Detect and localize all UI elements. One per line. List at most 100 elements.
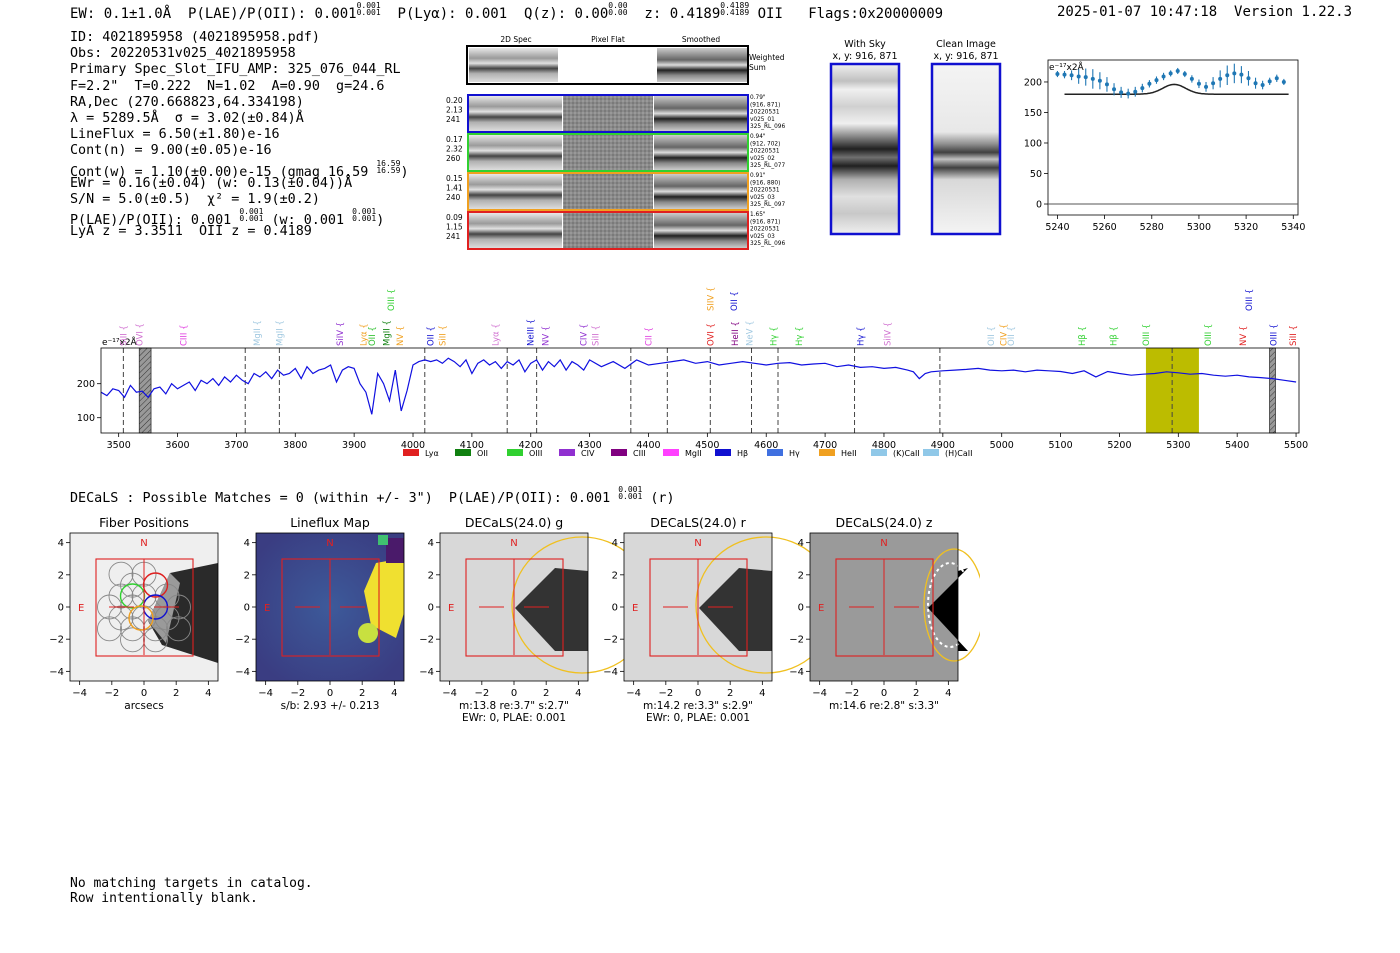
legend-label: CIV (581, 449, 595, 458)
panel-ytick-label: 2 (798, 570, 804, 581)
cutout-left-stat: 0.17 (446, 135, 463, 144)
compass-east: E (264, 603, 270, 614)
panel-ytick-label: 2 (428, 570, 434, 581)
panel-title: DECaLS(24.0) r (650, 515, 746, 530)
cutout-right-info: v025_02 (750, 156, 775, 162)
lineflux-knot (358, 623, 378, 643)
panel-ytick-label: −2 (419, 635, 434, 646)
zoom-data-point (1154, 78, 1159, 83)
panel-ytick-label: 4 (612, 538, 618, 549)
spectrum-xtick-label: 5300 (1166, 440, 1190, 451)
panel-5: N E DECaLS(24.0) z −4 −4 −2 −2 0 0 2 2 4 4 m:14.6 re:… (789, 515, 980, 712)
cutout-left-stat: 1.15 (446, 223, 463, 232)
emission-line-label: OII { (987, 326, 997, 346)
z-line: OII (757, 6, 783, 22)
spectrum-xtick-label: 4000 (401, 440, 425, 451)
panel-ytick-label: 2 (58, 570, 64, 581)
cutout-left-stat: 241 (446, 232, 461, 241)
emission-line-label: NeV { (746, 320, 756, 346)
emission-line-label: Hγ { (769, 326, 779, 346)
spectrum-xtick-label: 3500 (107, 440, 131, 451)
zoom-data-point (1104, 82, 1109, 87)
clean-title: Clean Image (936, 39, 996, 50)
emission-line-label: SiII { (438, 325, 448, 346)
zoom-plot-frame (1047, 59, 1299, 216)
cutout-right-info: 325_RL_077 (750, 163, 785, 169)
zoom-ytick-label: 150 (1024, 108, 1042, 119)
zoom-xtick-label: 5240 (1045, 222, 1069, 233)
spectrum-ylabel: e⁻¹⁷x2Å (102, 336, 138, 348)
decals-source (699, 568, 772, 651)
emission-line-label: OIII { (1270, 324, 1280, 346)
zoom-ytick-label: 100 (1024, 138, 1042, 149)
panel-xtick-label: 0 (511, 688, 517, 699)
panel-title: DECaLS(24.0) z (836, 515, 933, 530)
cutout-2dspec (469, 135, 562, 170)
emission-line-label: SiIV { (884, 322, 894, 346)
emission-line-label: SiII { (592, 325, 602, 346)
panel-xtick-label: −4 (812, 688, 827, 699)
info-obs: Obs: 20220531v025_4021895958 (70, 46, 296, 62)
cutout-right-info: (916, 871) (750, 219, 780, 225)
emission-line-label: OII { (1007, 326, 1017, 346)
weighted-sum-row: Weighted Sum (466, 45, 785, 85)
spectrum-xtick-label: 3700 (224, 440, 248, 451)
compass-north: N (880, 538, 887, 549)
zoom-data-point (1218, 76, 1223, 81)
cutout-row-frame (467, 172, 749, 211)
cutout-smoothed (654, 135, 747, 170)
panel-title: Fiber Positions (99, 515, 189, 530)
lineflux-edge (378, 535, 388, 545)
emission-line-label: OIII { (387, 289, 397, 311)
qz-hi: 0.00 (608, 1, 628, 10)
full-spectrum-chart: e⁻¹⁷x2Å 3500 3600 3700 3800 3900 4000 4100 4200… (77, 287, 1308, 458)
emission-line-label: CII { (644, 327, 654, 346)
panel-xtick-label: 0 (881, 688, 887, 699)
spectrum-xtick-label: 5100 (1048, 440, 1072, 451)
zoom-data-point (1076, 74, 1081, 79)
emission-line-label: SIIV { (706, 287, 716, 311)
cutout-right-info: 20220531 (750, 188, 780, 194)
cutout-right-info: 325_RL_097 (750, 202, 785, 208)
cutout-2dspec (469, 96, 562, 131)
panel-ytick-label: −4 (419, 667, 434, 678)
zoom-xtick-label: 5300 (1187, 222, 1211, 233)
gmag-lo: 16.59 (376, 165, 401, 175)
info-lambda: λ = 5289.5Å σ = 3.02(±0.84)Å (70, 110, 304, 126)
zoom-data-point (1225, 73, 1230, 78)
aperture-ellipse (923, 548, 980, 662)
cutout-left-stat: 2.13 (446, 106, 463, 115)
ew-value: EW: 0.1±1.0Å (70, 6, 172, 22)
zoom-data-point (1189, 76, 1194, 81)
datetime: 2025-01-07 10:47:18 (1057, 4, 1218, 20)
zoom-data-point (1112, 87, 1117, 92)
cutout-right-info: 1.65" (750, 212, 766, 218)
sky-clean-cutouts: With Sky x, y: 916, 871 Clean Image x, y… (829, 39, 1002, 236)
decals-suffix: (r) (650, 491, 675, 506)
spectrum-xtick-label: 3800 (283, 440, 307, 451)
panel-caption: s/b: 2.93 +/- 0.213 (281, 700, 380, 712)
cutout-row-frame (467, 133, 749, 172)
cutout-smoothed (654, 213, 747, 248)
flags-value: Flags:0x20000009 (808, 6, 944, 22)
spectrum-xtick-label: 4800 (872, 440, 896, 451)
cutout-right-info: 20220531 (750, 149, 780, 155)
zoom-data-point (1147, 81, 1152, 86)
spectrum-xtick-label: 4400 (636, 440, 660, 451)
cutout-smoothed (654, 96, 747, 131)
emission-line-label: Lyα { (360, 323, 370, 346)
emission-line-label: OII { (368, 326, 378, 346)
zoom-data-point (1133, 89, 1138, 94)
decals-matches: DECaLS : Possible Matches = 0 (within +/… (70, 486, 675, 507)
zoom-data-point (1175, 68, 1180, 73)
panel-xtick-label: 0 (695, 688, 701, 699)
emission-line-label: CIV { (580, 324, 590, 346)
info-radec: RA,Dec (270.668823,64.334198) (70, 94, 304, 110)
spectrum-xtick-label: 5500 (1284, 440, 1308, 451)
panel-xtick-label: 2 (727, 688, 733, 699)
legend-swatch (455, 449, 471, 456)
zoom-data-point (1232, 71, 1237, 76)
info-sn: S/N = 5.0(±0.5) χ² = 1.9(±0.2) (70, 191, 320, 207)
zoom-data-point (1083, 75, 1088, 80)
